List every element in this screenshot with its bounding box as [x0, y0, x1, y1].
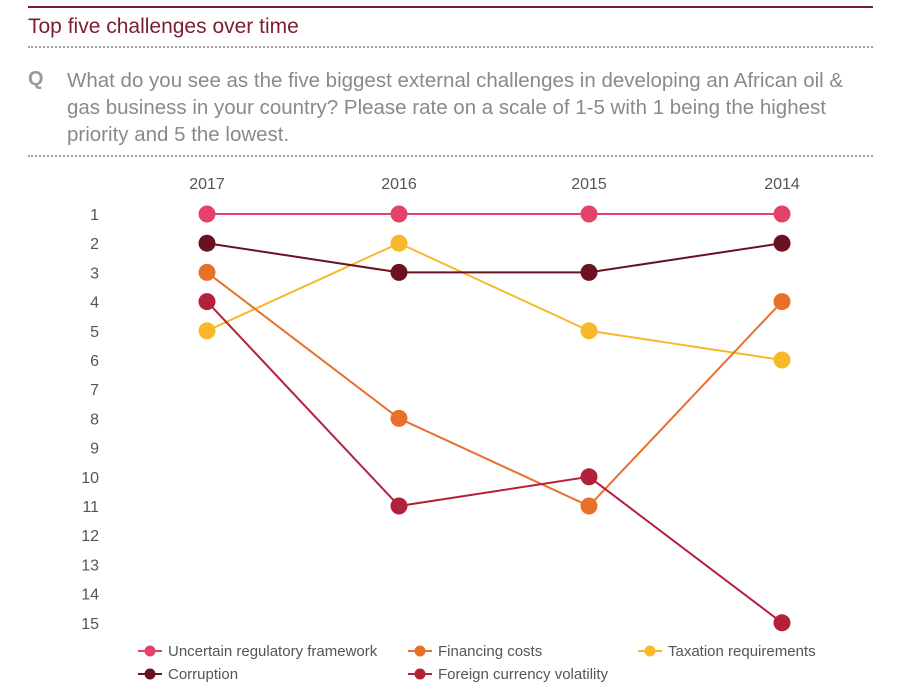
- y-tick-label: 9: [90, 441, 99, 458]
- legend-swatch: [408, 645, 432, 657]
- y-tick-label: 10: [81, 470, 99, 487]
- legend-label: Foreign currency volatility: [438, 665, 609, 683]
- data-point: [580, 205, 598, 223]
- y-tick-label: 8: [90, 411, 99, 428]
- y-tick-label: 5: [90, 324, 99, 341]
- x-tick-label: 2015: [571, 176, 607, 193]
- legend-swatch: [638, 645, 662, 657]
- y-tick-label: 15: [81, 616, 99, 633]
- data-point: [773, 293, 791, 311]
- data-point: [198, 263, 216, 281]
- question-label: Q: [28, 68, 44, 90]
- question-text: What do you see as the five biggest exte…: [67, 69, 844, 146]
- y-tick-label: 6: [90, 353, 99, 370]
- y-tick-label: 12: [81, 528, 99, 545]
- y-tick-label: 2: [90, 236, 99, 253]
- legend-label: Uncertain regulatory framework: [168, 642, 378, 660]
- data-point: [198, 205, 216, 223]
- data-point: [580, 497, 598, 515]
- legend-item: Taxation requirements: [638, 640, 816, 662]
- data-point: [198, 234, 216, 252]
- page-title: Top five challenges over time: [28, 15, 299, 38]
- legend-swatch: [408, 668, 432, 680]
- legend-item: Uncertain regulatory framework: [138, 640, 377, 662]
- data-point: [390, 263, 408, 281]
- legend-item: Corruption: [138, 663, 238, 685]
- legend-swatch: [138, 645, 162, 657]
- x-tick-label: 2016: [381, 176, 417, 193]
- data-point: [580, 263, 598, 281]
- legend-label: Financing costs: [438, 642, 543, 660]
- legend-label: Taxation requirements: [668, 642, 816, 660]
- x-tick-label: 2017: [189, 176, 225, 193]
- legend-item: Financing costs: [408, 640, 542, 662]
- dotted-divider-bottom: [28, 155, 873, 157]
- data-point: [198, 322, 216, 340]
- y-tick-label: 11: [82, 499, 99, 516]
- y-tick-label: 1: [90, 207, 99, 224]
- y-tick-label: 4: [90, 295, 99, 312]
- chart-legend: Uncertain regulatory framework Corruption…: [138, 640, 878, 688]
- data-point: [773, 234, 791, 252]
- dotted-divider-top: [28, 46, 873, 48]
- top-rule: [28, 6, 873, 8]
- legend-item: Foreign currency volatility: [408, 663, 608, 685]
- data-point: [773, 614, 791, 632]
- data-point: [390, 409, 408, 427]
- y-tick-label: 14: [81, 587, 99, 604]
- x-tick-label: 2014: [764, 176, 800, 193]
- data-point: [580, 322, 598, 340]
- y-tick-label: 3: [90, 265, 99, 282]
- y-tick-label: 7: [90, 382, 99, 399]
- data-point: [773, 351, 791, 369]
- data-point: [198, 293, 216, 311]
- data-point: [390, 205, 408, 223]
- series-line: [206, 300, 783, 624]
- series-line: [206, 271, 783, 508]
- y-tick-label: 13: [81, 557, 99, 574]
- data-point: [390, 234, 408, 252]
- data-point: [773, 205, 791, 223]
- legend-label: Corruption: [168, 665, 239, 683]
- legend-swatch: [138, 668, 162, 680]
- series-line: [206, 242, 783, 274]
- data-point: [580, 468, 598, 486]
- series-line: [206, 242, 783, 361]
- data-point: [390, 497, 408, 515]
